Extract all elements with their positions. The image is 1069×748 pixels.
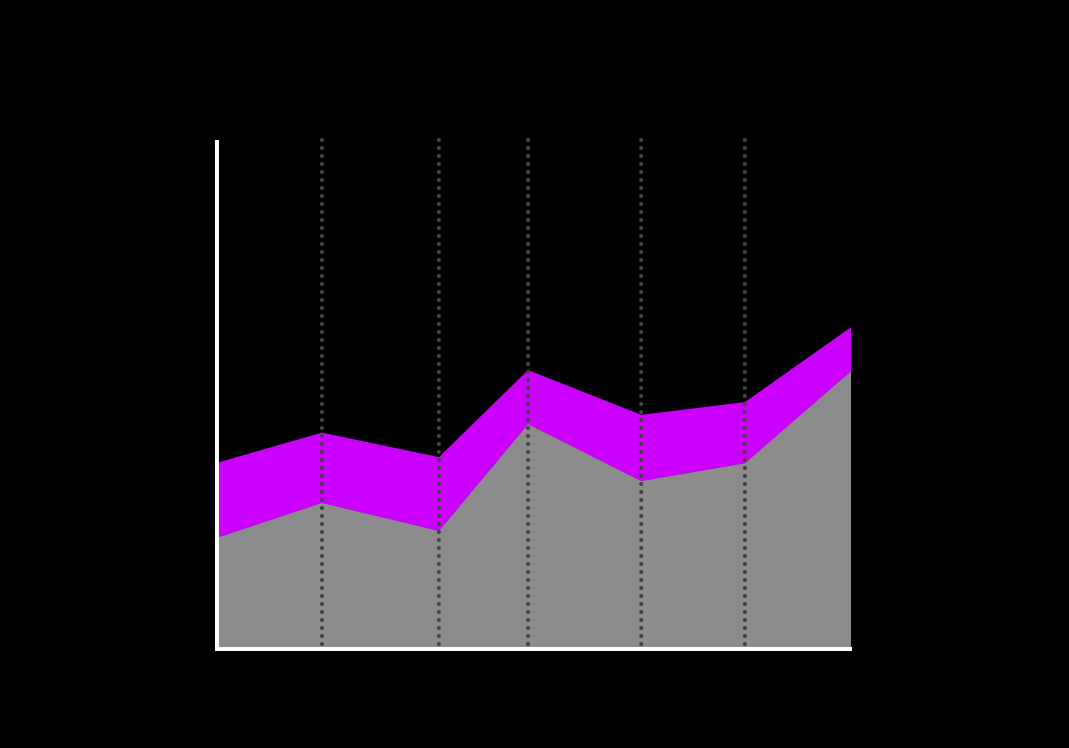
area — [219, 371, 851, 649]
area — [219, 327, 851, 538]
